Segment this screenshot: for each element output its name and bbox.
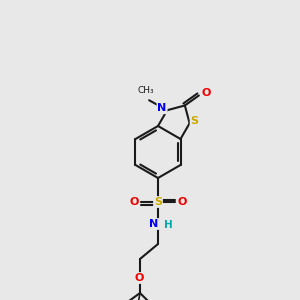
Text: O: O xyxy=(129,197,139,207)
Text: O: O xyxy=(177,197,187,207)
Text: O: O xyxy=(134,273,144,283)
Text: CH₃: CH₃ xyxy=(138,86,154,95)
Text: N: N xyxy=(158,103,167,113)
Text: H: H xyxy=(164,220,172,230)
Text: S: S xyxy=(154,197,162,207)
Text: N: N xyxy=(149,219,159,229)
Text: S: S xyxy=(190,116,199,126)
Text: O: O xyxy=(201,88,211,98)
